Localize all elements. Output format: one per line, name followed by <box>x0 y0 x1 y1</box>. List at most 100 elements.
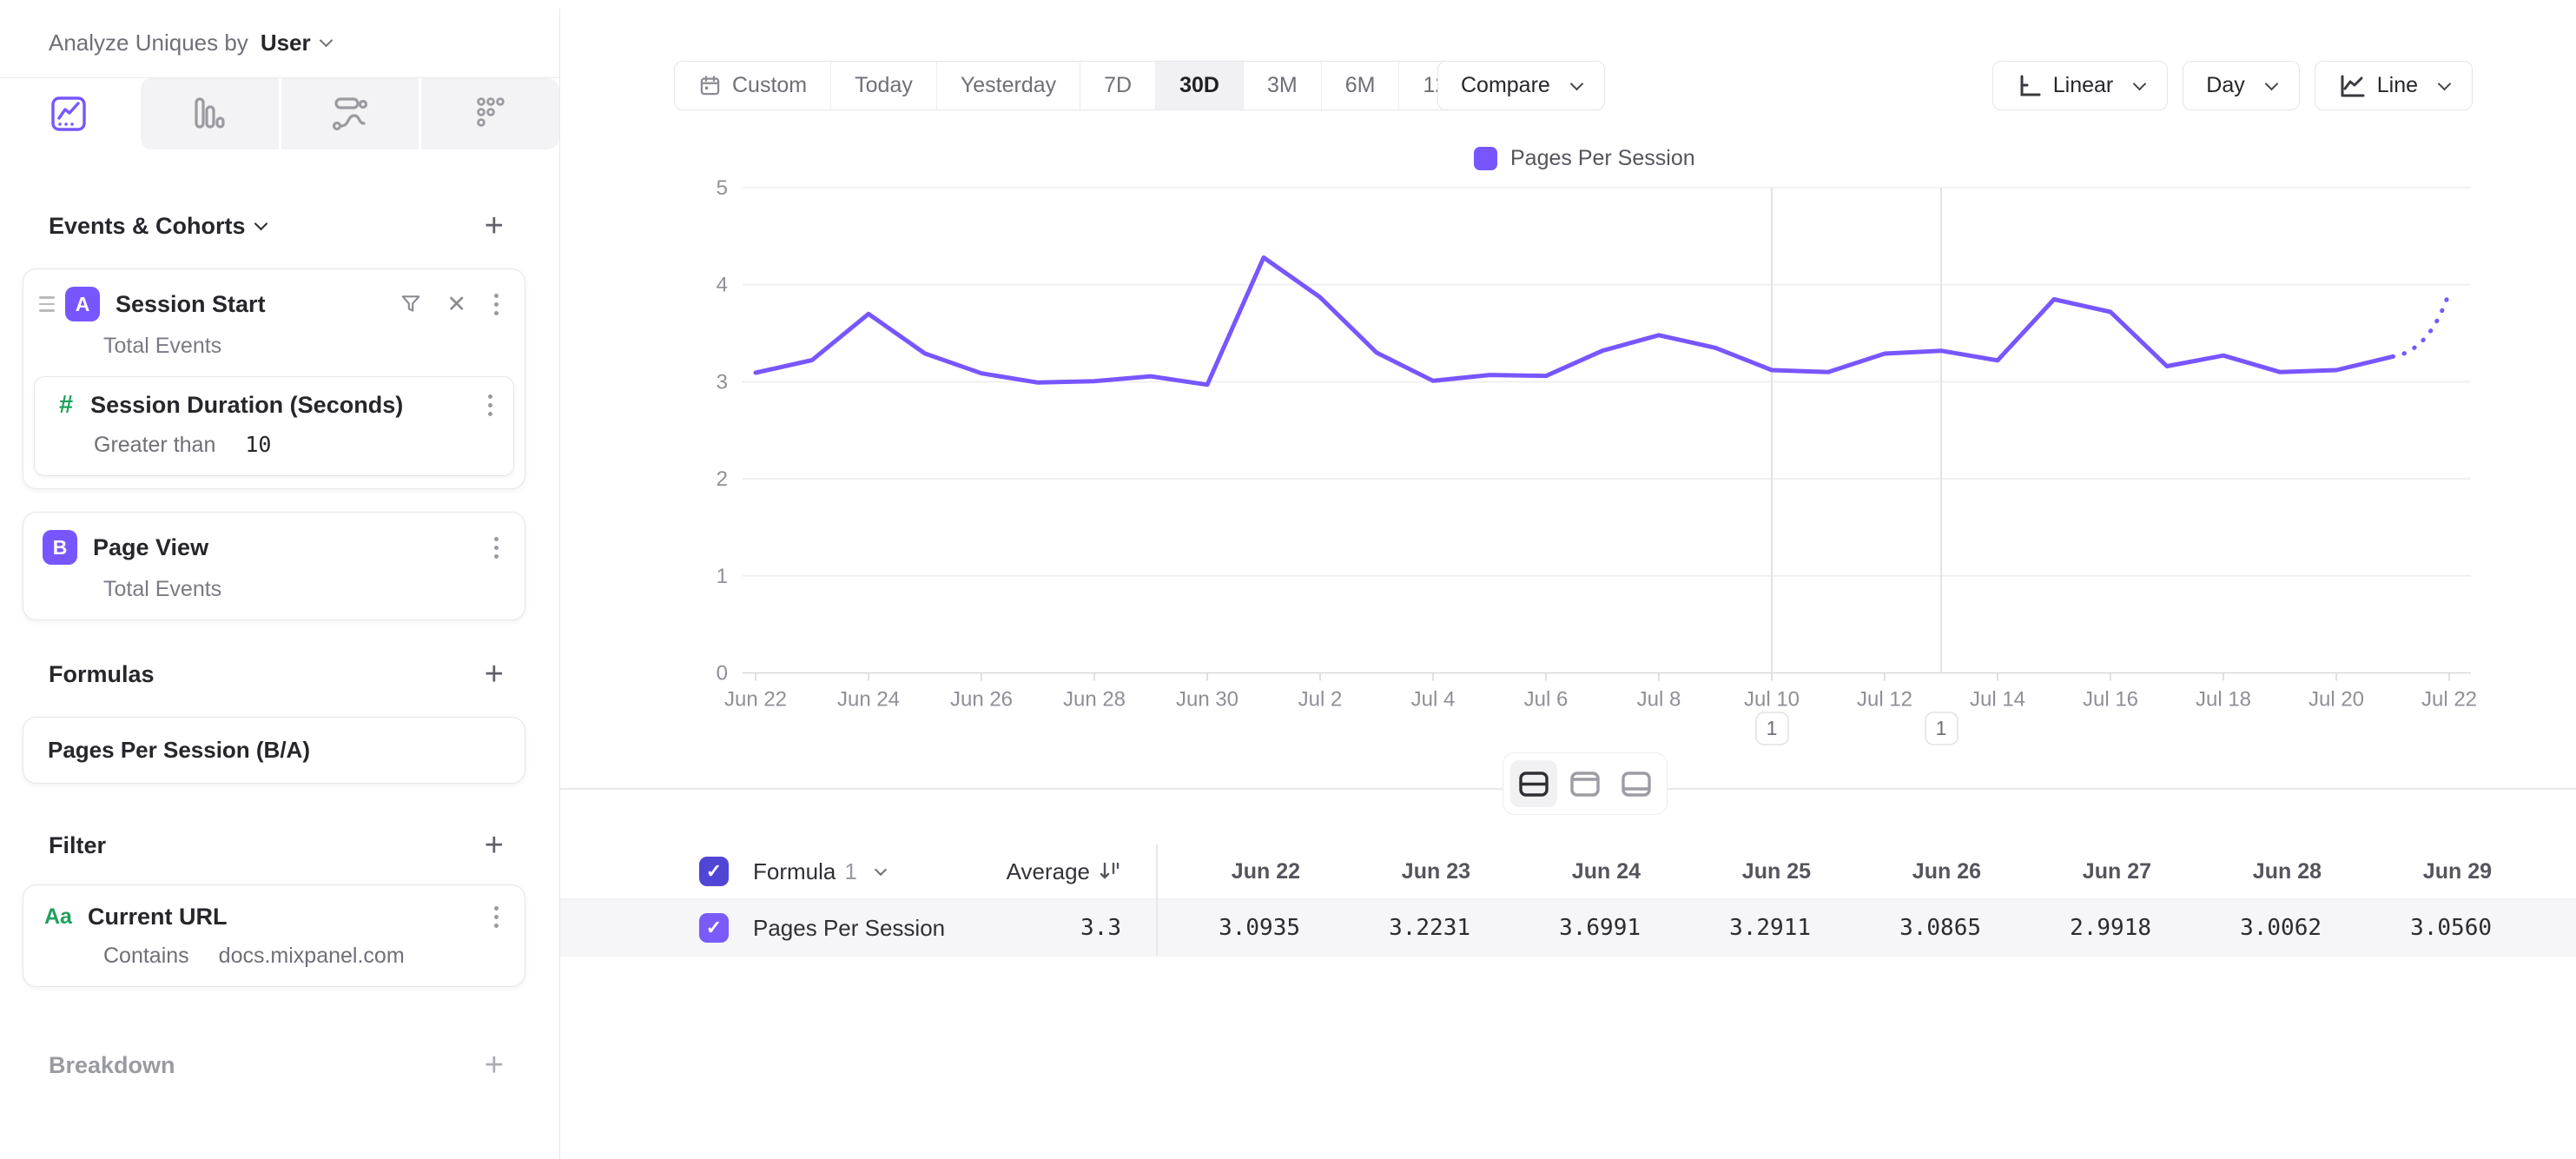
svg-text:Jun 24: Jun 24 <box>837 688 900 712</box>
svg-text:Jun 28: Jun 28 <box>1063 688 1126 712</box>
legend-swatch <box>1474 147 1497 170</box>
legend-label: Pages Per Session <box>1510 146 1695 170</box>
range-3m[interactable]: 3M <box>1244 62 1322 109</box>
range-yesterday[interactable]: Yesterday <box>937 62 1081 109</box>
add-breakdown-button[interactable]: + <box>484 1047 504 1083</box>
column-header-jun-27[interactable]: Jun 27 <box>2082 858 2151 884</box>
layout-toggle-split[interactable] <box>1510 760 1557 807</box>
event-b-name[interactable]: Page View <box>93 533 209 560</box>
filter-property-name[interactable]: Session Duration (Seconds) <box>90 392 404 418</box>
row-series-name: Pages Per Session <box>753 914 946 941</box>
kebab-menu-icon[interactable] <box>485 391 496 420</box>
svg-text:1: 1 <box>1767 717 1778 739</box>
table-row: ✓ Pages Per Session 3.3 3.0935 3.2231 3.69… <box>560 898 2576 957</box>
filter-icon[interactable] <box>400 293 422 315</box>
granularity-dropdown[interactable]: Day <box>2183 61 2300 110</box>
range-6m[interactable]: 6M <box>1322 62 1400 109</box>
event-card-session-start[interactable]: A Session Start ✕ Total Events # Session… <box>23 268 525 489</box>
axis-icon <box>2020 75 2041 96</box>
range-7d[interactable]: 7D <box>1080 62 1157 109</box>
filter-value[interactable]: docs.mixpanel.com <box>218 944 405 968</box>
drag-handle-icon[interactable] <box>39 296 55 312</box>
svg-text:1: 1 <box>1936 717 1947 739</box>
chevron-down-icon <box>2264 76 2279 91</box>
event-a-metric[interactable]: Total Events <box>103 334 222 358</box>
formula-column-header[interactable]: Formula 1 <box>753 844 887 898</box>
chevron-down-icon <box>1569 76 1584 91</box>
svg-text:Jul 4: Jul 4 <box>1411 688 1456 712</box>
add-event-button[interactable]: + <box>484 208 504 244</box>
sidebar-tab-line-chart[interactable] <box>0 78 138 149</box>
table-cell-jun-28: 3.0062 <box>2240 915 2322 941</box>
sidebar-tab-dot-grid[interactable] <box>419 78 559 149</box>
kebab-menu-icon[interactable] <box>491 533 502 562</box>
filter-card-current-url[interactable]: Aa Current URL Contains docs.mixpanel.co… <box>23 884 525 987</box>
event-b-metric[interactable]: Total Events <box>103 577 222 601</box>
event-b-badge: B <box>43 530 77 565</box>
filter-operator[interactable]: Greater than <box>94 433 216 457</box>
close-icon[interactable]: ✕ <box>446 290 466 317</box>
kebab-menu-icon[interactable] <box>491 290 502 319</box>
select-all-checkbox[interactable]: ✓ <box>699 857 729 886</box>
average-column-header[interactable]: Average <box>925 844 1121 898</box>
chevron-down-icon[interactable] <box>254 216 268 230</box>
svg-text:Jul 14: Jul 14 <box>1970 688 2025 712</box>
filter-property[interactable]: Current URL <box>87 904 228 930</box>
filter-operator[interactable]: Contains <box>103 944 189 968</box>
svg-text:Jun 26: Jun 26 <box>950 688 1013 712</box>
filter-value[interactable]: 10 <box>245 432 272 457</box>
table-cell-jun-23: 3.2231 <box>1389 915 1470 941</box>
scale-dropdown[interactable]: Linear <box>1991 61 2169 110</box>
formula-expression[interactable]: Pages Per Session (B/A) <box>48 737 310 763</box>
chevron-down-icon[interactable] <box>319 33 333 48</box>
svg-text:0: 0 <box>717 662 728 685</box>
svg-text:5: 5 <box>717 176 728 200</box>
event-a-filter-card[interactable]: # Session Duration (Seconds) Greater tha… <box>34 376 514 476</box>
event-a-badge: A <box>65 287 100 321</box>
annotation-badge[interactable]: 1 <box>1755 712 1789 745</box>
column-header-jun-28[interactable]: Jun 28 <box>2252 858 2322 884</box>
add-filter-button[interactable]: + <box>484 827 504 864</box>
compare-button[interactable]: Compare <box>1437 61 1605 110</box>
column-header-jun-22[interactable]: Jun 22 <box>1231 858 1300 884</box>
svg-text:Jul 8: Jul 8 <box>1637 688 1681 712</box>
svg-text:Jul 20: Jul 20 <box>2308 688 2364 712</box>
column-header-jun-23[interactable]: Jun 23 <box>1401 858 1470 884</box>
column-header-jun-29[interactable]: Jun 29 <box>2422 858 2492 884</box>
svg-text:Jul 16: Jul 16 <box>2083 688 2138 712</box>
event-a-name[interactable]: Session Start <box>116 290 266 317</box>
legend-item[interactable]: Pages Per Session <box>1474 146 1695 171</box>
analyze-uniques-label: Analyze Uniques by <box>49 30 248 56</box>
layout-toggle-table-bottom[interactable] <box>1613 760 1660 807</box>
date-range-control: CustomTodayYesterday7D30D3M6M12M <box>674 61 1490 110</box>
analyze-uniques-value[interactable]: User <box>260 30 311 56</box>
kebab-menu-icon[interactable] <box>491 903 502 931</box>
sidebar-tab-flow[interactable] <box>278 78 419 149</box>
svg-text:Jul 6: Jul 6 <box>1524 688 1569 712</box>
column-header-jun-24[interactable]: Jun 24 <box>1571 858 1641 884</box>
event-card-page-view[interactable]: B Page View Total Events <box>23 512 525 620</box>
layout-toggle-chart-top[interactable] <box>1562 760 1608 807</box>
chevron-down-icon <box>2437 76 2452 91</box>
range-today[interactable]: Today <box>831 62 937 109</box>
range-30d[interactable]: 30D <box>1156 62 1244 109</box>
range-custom[interactable]: Custom <box>675 62 832 109</box>
table-cell-jun-26: 3.0865 <box>1899 915 1981 941</box>
breakdown-title: Breakdown <box>49 1051 175 1078</box>
filter-header: Filter + <box>49 826 504 864</box>
report-main-area: 0 1 2 3 4 5 1 1 Jun 22 Jun 24 Jun 26 Jun 28 Jun 30 Ju… <box>560 9 2576 1159</box>
table-cell-jun-25: 3.2911 <box>1729 915 1811 941</box>
row-checkbox[interactable]: ✓ <box>699 913 729 943</box>
add-formula-button[interactable]: + <box>484 656 504 692</box>
sidebar-tab-bar-chart[interactable] <box>137 78 279 149</box>
svg-text:Jul 18: Jul 18 <box>2196 688 2251 712</box>
results-table: ✓ Formula 1 Average Jun 22 Jun 23 Jun 24 Ju… <box>560 844 2576 957</box>
formula-card[interactable]: Pages Per Session (B/A) <box>23 717 525 784</box>
svg-text:Jun 30: Jun 30 <box>1176 688 1238 712</box>
column-header-jun-25[interactable]: Jun 25 <box>1741 858 1811 884</box>
chart-type-dropdown[interactable]: Line <box>2314 61 2473 110</box>
svg-text:2: 2 <box>717 467 728 491</box>
chevron-down-icon <box>2132 76 2147 91</box>
annotation-badge[interactable]: 1 <box>1925 712 1958 745</box>
column-header-jun-26[interactable]: Jun 26 <box>1912 858 1981 884</box>
